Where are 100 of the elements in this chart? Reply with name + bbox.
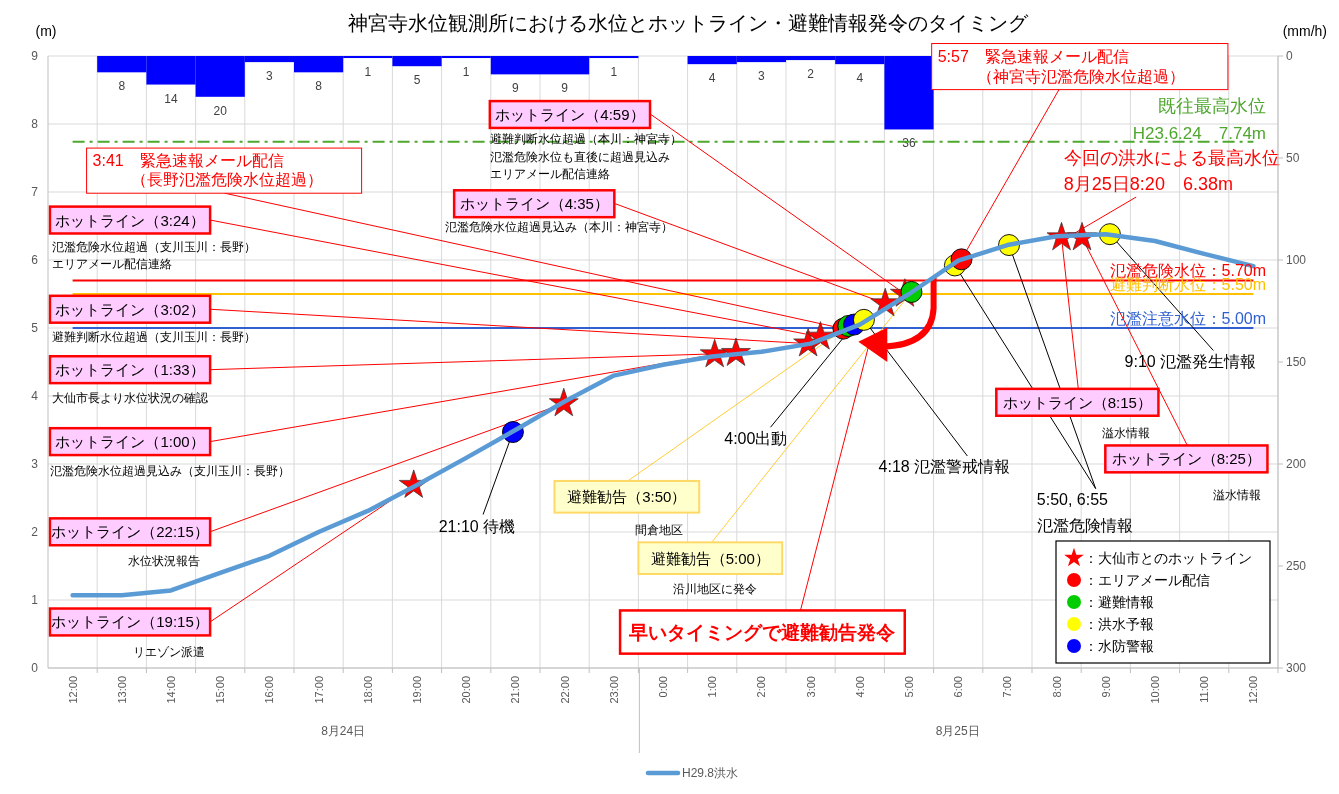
annotation: ホットライン（22:15）: [51, 523, 209, 541]
y2-tick-label: 100: [1286, 253, 1307, 267]
data-label: 3: [758, 69, 766, 84]
annotation: （神宮寺氾濫危険水位超過）: [977, 67, 1186, 85]
annotation: 8月25日8:20 6.38m: [1063, 174, 1233, 195]
x-tick-label: 13:00: [115, 676, 128, 704]
annotation: 氾濫危険水位も直後に超過見込み: [489, 149, 670, 164]
x-tick-label: 3:00: [804, 676, 817, 698]
legend-label: H29.8洪水: [682, 766, 739, 780]
annotation: 溢水情報: [1102, 425, 1151, 440]
x-tick-label: 6:00: [952, 676, 965, 698]
annotation: 早いタイミングで避難勧告発令: [628, 622, 896, 644]
y-tick-label: 8: [31, 117, 39, 131]
annotation: 4:18 氾濫警戒情報: [878, 458, 1011, 476]
data-label: 2: [807, 67, 815, 82]
annotation: ホットライン（1:33）: [55, 361, 205, 379]
y-tick-label: 5: [31, 321, 39, 335]
data-label: 20: [213, 103, 228, 118]
annotation: （長野氾濫危険水位超過）: [130, 171, 323, 189]
x-tick-label: 14:00: [165, 676, 177, 704]
annotation: 5:50, 6:55: [1036, 490, 1109, 508]
x-tick-label: 5:00: [903, 676, 915, 698]
y-tick-label: 7: [31, 185, 39, 199]
data-label: 5: [413, 73, 421, 88]
y2-tick-label: 200: [1286, 457, 1307, 471]
annotation: 間倉地区: [634, 522, 683, 537]
y2-tick-label: 50: [1286, 151, 1300, 165]
data-label: 14: [164, 91, 178, 106]
data-label: 4: [856, 71, 864, 86]
annotation: 大仙市長より水位状況の確認: [51, 391, 208, 406]
data-label: 1: [364, 65, 372, 80]
annotation: 5:57 緊急速報メール配信: [937, 47, 1129, 65]
annotation: ホットライン（4:35）: [459, 195, 609, 213]
annotation: 水位状況報告: [128, 554, 201, 569]
x-tick-label: 9:00: [1099, 676, 1112, 698]
legend-label: ：エリアメール配信: [1084, 572, 1210, 588]
annotation: H23.6.24 7.74m: [1132, 123, 1266, 143]
annotation: 沿川地区に発令: [673, 582, 758, 597]
x-tick-label: 22:00: [558, 676, 571, 704]
chart-title: 神宮寺水位観測所における水位とホットライン・避難情報発令のタイミング: [348, 12, 1029, 34]
ref-line-label: 既往最高水位: [1158, 95, 1266, 116]
x-tick-label: 19:00: [411, 676, 423, 704]
x-tick-label: 20:00: [460, 676, 473, 704]
x-tick-label: 2:00: [755, 676, 768, 698]
x-tick-label: 21:00: [509, 676, 522, 704]
x-tick-label: 10:00: [1149, 676, 1161, 704]
annotation: エリアメール配信連絡: [489, 166, 610, 181]
annotation: ホットライン（3:24）: [55, 211, 205, 229]
annotation: ホットライン（1:00）: [55, 433, 205, 451]
y-tick-label: 0: [31, 661, 39, 675]
data-label: 9: [512, 81, 520, 96]
annotation: ホットライン（4:59）: [495, 106, 645, 124]
annotation: エリアメール配信連絡: [51, 256, 172, 271]
x-tick-label: 18:00: [361, 676, 374, 704]
ref-line-label: 避難判断水位：5.50m: [1109, 276, 1266, 293]
x-tick-label: 12:00: [66, 676, 79, 704]
annotation: 氾濫危険水位超過見込み（支川玉川：長野）: [49, 464, 290, 479]
data-label: 1: [610, 65, 618, 80]
annotation: 4:00出動: [724, 429, 788, 447]
x-tick-label: 23:00: [607, 676, 620, 704]
annotation: 避難勧告（5:00）: [650, 549, 770, 567]
text: 8月24日: [321, 724, 366, 739]
annotation: 今回の洪水による最高水位: [1063, 148, 1280, 169]
y-tick-label: 2: [31, 525, 39, 539]
data-label: 9: [561, 81, 569, 96]
x-tick-label: 1:00: [706, 676, 719, 698]
y-tick-label: 1: [31, 593, 39, 607]
x-tick-label: 4:00: [853, 676, 866, 698]
annotation: 氾濫危険水位超過見込み（本川：神宮寺）: [445, 219, 674, 234]
annotation: ホットライン（8:25）: [1111, 450, 1261, 468]
legend-label: ：避難情報: [1084, 594, 1154, 610]
annotation: 氾濫危険情報: [1036, 516, 1133, 534]
annotation: ホットライン（3:02）: [55, 300, 205, 318]
annotation: ホットライン（19:15）: [51, 613, 209, 631]
y-tick-label: 3: [31, 457, 39, 471]
annotation: ホットライン（8:15）: [1002, 393, 1152, 411]
y-tick-label: 9: [31, 49, 39, 63]
legend-label: ：洪水予報: [1084, 616, 1154, 632]
x-tick-label: 17:00: [312, 676, 325, 704]
annotation: 避難判断水位超過（支川玉川：長野）: [51, 329, 256, 344]
y2-axis-title: (mm/h): [1282, 23, 1327, 39]
x-tick-label: 16:00: [263, 676, 276, 704]
data-label: 1: [462, 65, 470, 80]
x-tick-label: 8:00: [1050, 676, 1063, 698]
data-label: 8: [315, 79, 323, 94]
x-tick-label: 12:00: [1247, 676, 1260, 704]
y2-tick-label: 250: [1286, 559, 1307, 573]
legend-label: ：水防警報: [1084, 638, 1154, 654]
x-tick-label: 0:00: [657, 676, 669, 698]
annotation: リエゾン派遣: [132, 644, 205, 659]
data-label: 36: [902, 136, 916, 151]
data-label: 8: [118, 79, 126, 94]
annotation: 氾濫危険水位超過（支川玉川：長野）: [51, 239, 256, 254]
x-tick-label: 7:00: [1001, 676, 1014, 698]
y2-tick-label: 150: [1286, 355, 1307, 369]
y2-tick-label: 300: [1286, 661, 1307, 675]
x-tick-label: 11:00: [1198, 676, 1211, 703]
y-tick-label: 4: [31, 389, 39, 403]
x-tick-label: 15:00: [214, 676, 227, 704]
annotation: 21:10 待機: [438, 517, 516, 535]
